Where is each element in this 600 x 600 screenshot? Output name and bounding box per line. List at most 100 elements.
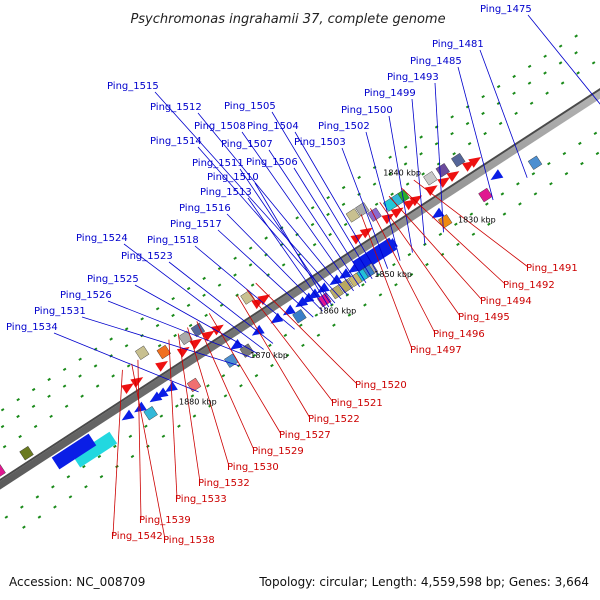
tick-mark bbox=[390, 192, 394, 196]
leader-line bbox=[241, 131, 354, 292]
forward-gene-arrow bbox=[282, 304, 296, 316]
tick-mark bbox=[111, 374, 115, 378]
gene-box bbox=[478, 187, 493, 203]
tick-mark bbox=[392, 262, 396, 267]
tick-mark bbox=[549, 182, 553, 186]
tick-mark bbox=[82, 464, 86, 469]
tick-mark bbox=[465, 121, 470, 126]
tick-mark bbox=[374, 202, 379, 206]
gene-box bbox=[345, 208, 361, 223]
tick-mark bbox=[173, 333, 177, 338]
gene-label: Ping_1532 bbox=[198, 478, 250, 489]
tick-mark bbox=[252, 353, 257, 358]
tick-mark bbox=[144, 424, 148, 428]
leader-line bbox=[196, 321, 255, 451]
tick-mark bbox=[295, 232, 299, 237]
leader-line bbox=[194, 245, 295, 330]
tick-mark bbox=[483, 131, 487, 136]
reverse-gene-arrow bbox=[359, 227, 373, 239]
gene-label: Ping_1527 bbox=[279, 430, 331, 441]
tick-mark bbox=[405, 182, 410, 186]
tick-mark bbox=[326, 212, 330, 217]
tick-mark bbox=[99, 475, 104, 479]
tick-mark bbox=[248, 263, 253, 267]
genome-backbone-shadow bbox=[0, 87, 600, 482]
forward-gene-arrow bbox=[347, 262, 361, 273]
tick-mark bbox=[438, 232, 443, 236]
leader-line bbox=[154, 91, 342, 300]
tick-mark bbox=[591, 61, 596, 65]
accession-text: Accession: NC_008709 bbox=[9, 575, 145, 589]
tick-mark bbox=[233, 256, 237, 260]
leader-line bbox=[379, 202, 461, 317]
gene-label: Ping_1500 bbox=[341, 105, 393, 116]
reverse-gene-arrow bbox=[210, 324, 224, 336]
reverse-gene-arrow bbox=[446, 171, 460, 182]
tick-mark bbox=[130, 454, 135, 459]
tick-mark bbox=[202, 293, 206, 297]
tick-mark bbox=[270, 363, 274, 368]
tick-mark bbox=[471, 232, 476, 236]
forward-gene-arrow bbox=[134, 401, 147, 413]
tick-mark bbox=[593, 131, 598, 135]
tick-mark bbox=[18, 434, 22, 439]
tick-mark bbox=[500, 192, 505, 196]
leader-line bbox=[217, 229, 314, 318]
forward-gene-arrow bbox=[230, 338, 243, 350]
tick-mark bbox=[124, 327, 129, 331]
gene-label: Ping_1533 bbox=[175, 494, 227, 505]
reverse-gene-arrow bbox=[130, 377, 144, 388]
tick-mark bbox=[516, 182, 520, 186]
tick-mark bbox=[301, 343, 305, 348]
tick-mark bbox=[485, 202, 489, 206]
tick-mark bbox=[419, 152, 423, 156]
tick-mark bbox=[113, 444, 117, 449]
tick-mark bbox=[316, 333, 321, 337]
gene-label: Ping_1521 bbox=[331, 398, 383, 409]
tick-mark bbox=[419, 135, 423, 139]
tick-mark bbox=[64, 404, 69, 408]
reverse-gene-arrow bbox=[155, 361, 168, 372]
tick-mark bbox=[68, 495, 73, 499]
tick-mark bbox=[140, 317, 144, 321]
forward-gene-arrow bbox=[338, 268, 352, 280]
tick-mark bbox=[204, 313, 208, 318]
tick-mark bbox=[128, 434, 133, 438]
tick-mark bbox=[487, 222, 491, 226]
tick-mark bbox=[202, 276, 206, 281]
gene-box bbox=[451, 152, 466, 168]
tick-mark bbox=[527, 81, 532, 85]
gene-label: Ping_1514 bbox=[150, 136, 202, 147]
tick-mark bbox=[16, 414, 20, 419]
tick-mark bbox=[268, 343, 272, 348]
gene-label: Ping_1515 bbox=[107, 81, 159, 92]
reverse-gene-arrow bbox=[121, 383, 134, 394]
gene-label: Ping_1492 bbox=[503, 280, 555, 291]
gene-label: Ping_1507 bbox=[221, 139, 273, 150]
tick-mark bbox=[37, 515, 42, 519]
tick-mark bbox=[529, 101, 534, 105]
leader-line bbox=[360, 214, 413, 350]
gene-label: Ping_1511 bbox=[192, 158, 244, 169]
gene-box bbox=[224, 353, 239, 368]
gene-label: Ping_1494 bbox=[480, 296, 532, 307]
tick-mark bbox=[0, 424, 5, 429]
gene-label: Ping_1518 bbox=[147, 235, 199, 246]
tick-mark bbox=[250, 283, 255, 287]
tick-mark bbox=[33, 424, 38, 429]
reverse-gene-arrow bbox=[403, 199, 416, 211]
leader-line bbox=[370, 208, 436, 334]
tick-mark bbox=[512, 91, 516, 95]
tick-mark bbox=[496, 84, 501, 89]
reverse-gene-arrow bbox=[350, 233, 364, 245]
gene-label: Ping_1523 bbox=[121, 251, 173, 262]
leader-line bbox=[341, 147, 389, 269]
tick-mark bbox=[188, 323, 193, 328]
gene-label: Ping_1524 bbox=[76, 233, 128, 244]
tick-mark bbox=[124, 344, 129, 348]
tick-mark bbox=[16, 397, 20, 402]
tick-mark bbox=[299, 323, 303, 327]
tick-mark bbox=[518, 202, 522, 206]
leader-line bbox=[457, 66, 494, 201]
